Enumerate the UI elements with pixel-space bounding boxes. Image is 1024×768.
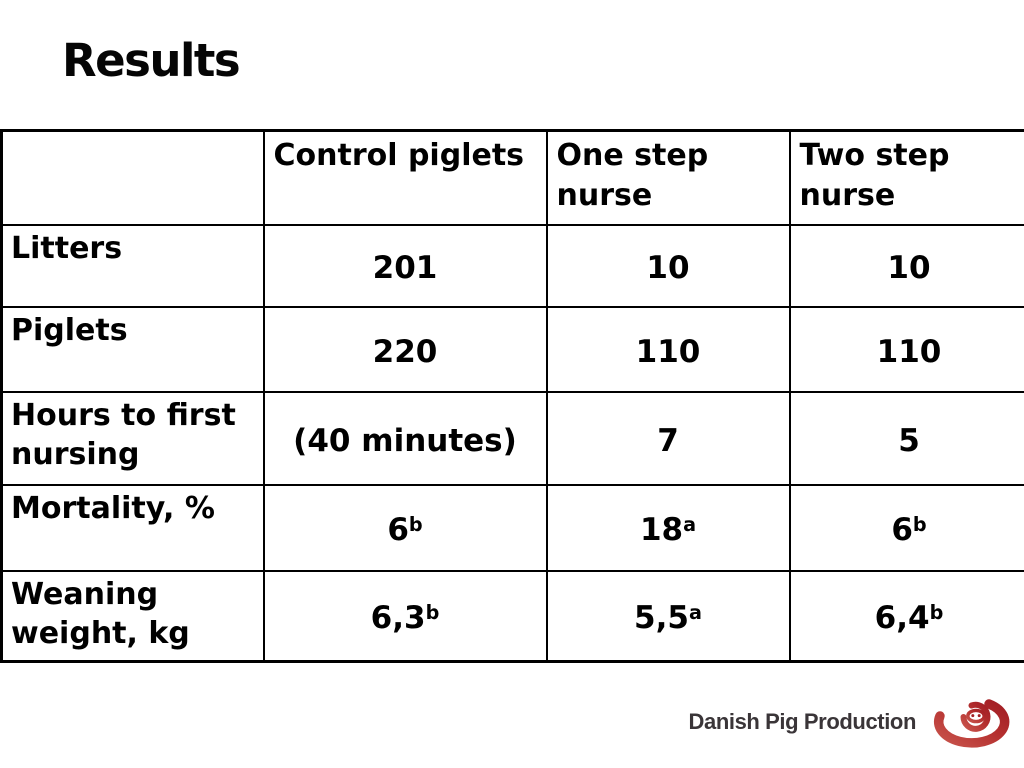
cell-value: 5,5 — [634, 600, 689, 637]
cell-value: 110 — [635, 333, 701, 370]
column-header-two-step: Two step nurse — [788, 129, 1024, 226]
table-cell: 5 — [788, 390, 1024, 486]
cell-value: 110 — [876, 333, 942, 370]
cell-value: 10 — [646, 250, 690, 286]
brand-name: Danish Pig Production — [688, 709, 917, 734]
table-row: Litters 201 10 10 — [0, 223, 1024, 308]
table-cell: (40 minutes) — [262, 390, 548, 486]
cell-value: 6,3 — [370, 600, 426, 637]
pig-swirl-icon — [933, 699, 1010, 748]
cell-superscript: b — [425, 601, 440, 625]
column-header-one-step: One step nurse — [545, 129, 791, 226]
table-cell: 18a — [545, 483, 791, 572]
cell-superscript: a — [683, 512, 697, 536]
cell-value: 18 — [639, 512, 684, 548]
row-label: Piglets — [0, 305, 265, 393]
table-cell: 220 — [262, 305, 548, 393]
table-cell: 6b — [262, 483, 548, 572]
table-header-row: Control piglets One step nurse Two step … — [0, 129, 1024, 226]
table-cell: 110 — [545, 305, 791, 393]
table-row: Weaning weight, kg 6,3b 5,5a 6,4b — [0, 569, 1024, 663]
cell-value: 6,4 — [874, 600, 930, 637]
cell-value: 201 — [372, 250, 438, 286]
row-label: Hours to first nursing — [0, 390, 265, 486]
cell-superscript: b — [929, 601, 944, 625]
results-table: Control piglets One step nurse Two step … — [0, 129, 1024, 663]
cell-value: 6 — [387, 512, 409, 548]
cell-value: 7 — [657, 422, 679, 459]
cell-value: 6 — [891, 512, 913, 548]
corner-cell — [0, 129, 265, 226]
table-cell: 6b — [788, 483, 1024, 572]
table-cell: 10 — [788, 223, 1024, 308]
row-label: Mortality, % — [0, 483, 265, 572]
table-cell: 6,3b — [262, 569, 548, 663]
column-header-control: Control piglets — [262, 129, 548, 226]
table-cell: 10 — [545, 223, 791, 308]
table-cell: 7 — [545, 390, 791, 486]
cell-superscript: b — [912, 512, 927, 536]
row-label: Weaning weight, kg — [0, 569, 265, 663]
row-label: Litters — [0, 223, 265, 308]
table-cell: 110 — [788, 305, 1024, 393]
table-cell: 6,4b — [788, 569, 1024, 663]
cell-superscript: b — [408, 512, 423, 536]
table-cell: 5,5a — [545, 569, 791, 663]
cell-value: (40 minutes) — [293, 422, 517, 459]
cell-value: 220 — [372, 333, 438, 370]
table-row: Piglets 220 110 110 — [0, 305, 1024, 393]
page-title: Results — [62, 34, 241, 87]
cell-superscript: a — [688, 601, 702, 625]
table-cell: 201 — [262, 223, 548, 308]
cell-value: 5 — [898, 422, 920, 459]
table-row: Mortality, % 6b 18a 6b — [0, 483, 1024, 572]
cell-value: 10 — [887, 250, 931, 286]
table-row: Hours to first nursing (40 minutes) 7 5 — [0, 390, 1024, 486]
